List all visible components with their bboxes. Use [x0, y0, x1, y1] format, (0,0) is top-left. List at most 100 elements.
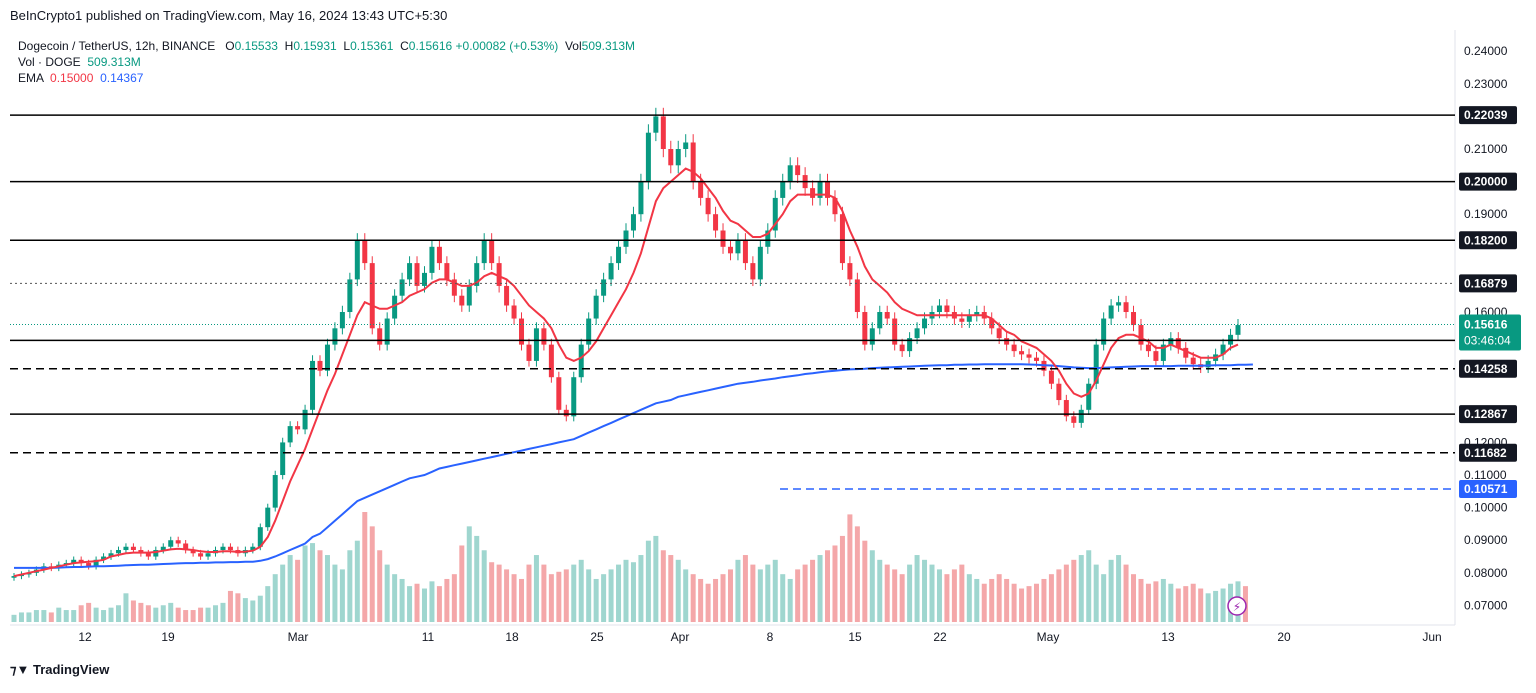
volume-bar: [183, 610, 189, 622]
volume-bar: [1175, 588, 1181, 622]
volume-bar: [317, 550, 323, 622]
volume-bar: [71, 610, 77, 622]
volume-bar: [1205, 593, 1211, 622]
volume-bar: [601, 574, 607, 622]
candle-body: [474, 263, 480, 286]
volume-bar: [511, 574, 517, 622]
volume-bar: [675, 559, 681, 622]
volume-bar: [660, 550, 666, 622]
legend-volume-value: 509.313M: [87, 55, 141, 69]
volume-bar: [138, 602, 144, 622]
candle-body: [496, 263, 502, 286]
volume-bar: [153, 607, 159, 622]
volume-bar: [220, 602, 226, 622]
candle-body: [324, 344, 330, 371]
candle-body: [839, 214, 845, 264]
candle-body: [1101, 318, 1107, 345]
candle-body: [339, 312, 345, 329]
volume-bar: [1213, 590, 1219, 622]
candle-body: [392, 295, 398, 319]
candle-body: [168, 540, 174, 547]
volume-bar: [280, 564, 286, 622]
candle-body: [877, 312, 883, 329]
current-price-label: 0.15616: [1464, 318, 1508, 332]
chart-legend: Dogecoin / TetherUS, 12h, BINANCE O0.155…: [18, 38, 635, 86]
candle-body: [86, 563, 92, 567]
volume-bar: [959, 564, 965, 622]
candle-body: [593, 295, 599, 319]
volume-bar: [996, 574, 1002, 622]
volume-bar: [496, 564, 502, 622]
lightning-glyph: ⚡: [1233, 600, 1241, 614]
candle-body: [429, 246, 435, 273]
candle-body: [907, 338, 913, 352]
candle-body: [1078, 409, 1084, 423]
volume-bar: [713, 578, 719, 622]
candle-body: [190, 550, 196, 554]
candle-body: [556, 377, 562, 410]
volume-bar: [130, 600, 136, 622]
volume-bar: [295, 559, 301, 622]
volume-bar: [899, 574, 905, 622]
volume-bar: [115, 605, 121, 622]
legend-volume-series[interactable]: Vol · DOGE: [18, 55, 81, 69]
volume-bar: [735, 559, 741, 622]
volume-bar: [257, 595, 263, 622]
legend-vol-label: Vol: [564, 39, 582, 53]
volume-bar: [310, 543, 316, 622]
level-label: 0.12867: [1464, 407, 1508, 421]
level-label-bg: [1459, 443, 1517, 462]
legend-ema-label[interactable]: EMA: [18, 71, 44, 85]
volume-bar: [1019, 588, 1025, 622]
volume-bar: [1198, 588, 1204, 622]
volume-bar: [339, 569, 345, 622]
x-tick-label: 15: [848, 630, 862, 644]
volume-bar: [362, 512, 368, 622]
volume-bar: [407, 586, 413, 622]
volume-bar: [1048, 574, 1054, 622]
candle-body: [183, 543, 189, 551]
y-tick-label: 0.19000: [1464, 207, 1508, 221]
candle-body: [608, 263, 614, 280]
volume-bar: [847, 514, 853, 622]
volume-bar: [160, 605, 166, 622]
candle-body: [399, 279, 405, 296]
volume-bar: [175, 607, 181, 622]
candle-body: [1153, 351, 1159, 361]
x-tick-label: 20: [1277, 630, 1291, 644]
volume-bar: [593, 578, 599, 622]
candle-body: [713, 214, 719, 231]
legend-pair[interactable]: Dogecoin / TetherUS, 12h, BINANCE: [18, 39, 216, 53]
level-label: 0.22039: [1464, 108, 1508, 122]
candle-body: [1019, 351, 1025, 355]
volume-bar: [742, 555, 748, 622]
volume-bar: [227, 590, 233, 622]
candle-body: [675, 149, 681, 166]
candle-body: [436, 246, 442, 264]
volume-bar: [907, 564, 913, 622]
candle-body: [787, 165, 793, 182]
volume-bar: [936, 569, 942, 622]
volume-bar: [56, 607, 62, 622]
candle-body: [1071, 416, 1077, 423]
candle-body: [265, 507, 271, 528]
volume-bar: [825, 550, 831, 622]
candle-body: [1131, 312, 1137, 326]
tradingview-logo[interactable]: ⁊▼ TradingView: [10, 662, 109, 678]
volume-bar: [436, 586, 442, 622]
candle-body: [757, 246, 763, 280]
volume-bar: [653, 535, 659, 622]
candle-body: [944, 305, 950, 313]
candle-body: [295, 426, 301, 430]
volume-bar: [1101, 574, 1107, 622]
candle-body: [735, 240, 741, 254]
volume-bar: [145, 605, 151, 622]
volume-bar: [1183, 586, 1189, 622]
candle-body: [347, 279, 353, 313]
candle-body: [825, 181, 831, 198]
volume-bar: [705, 583, 711, 622]
y-tick-label: 0.11000: [1464, 468, 1507, 482]
volume-bar: [974, 578, 980, 622]
